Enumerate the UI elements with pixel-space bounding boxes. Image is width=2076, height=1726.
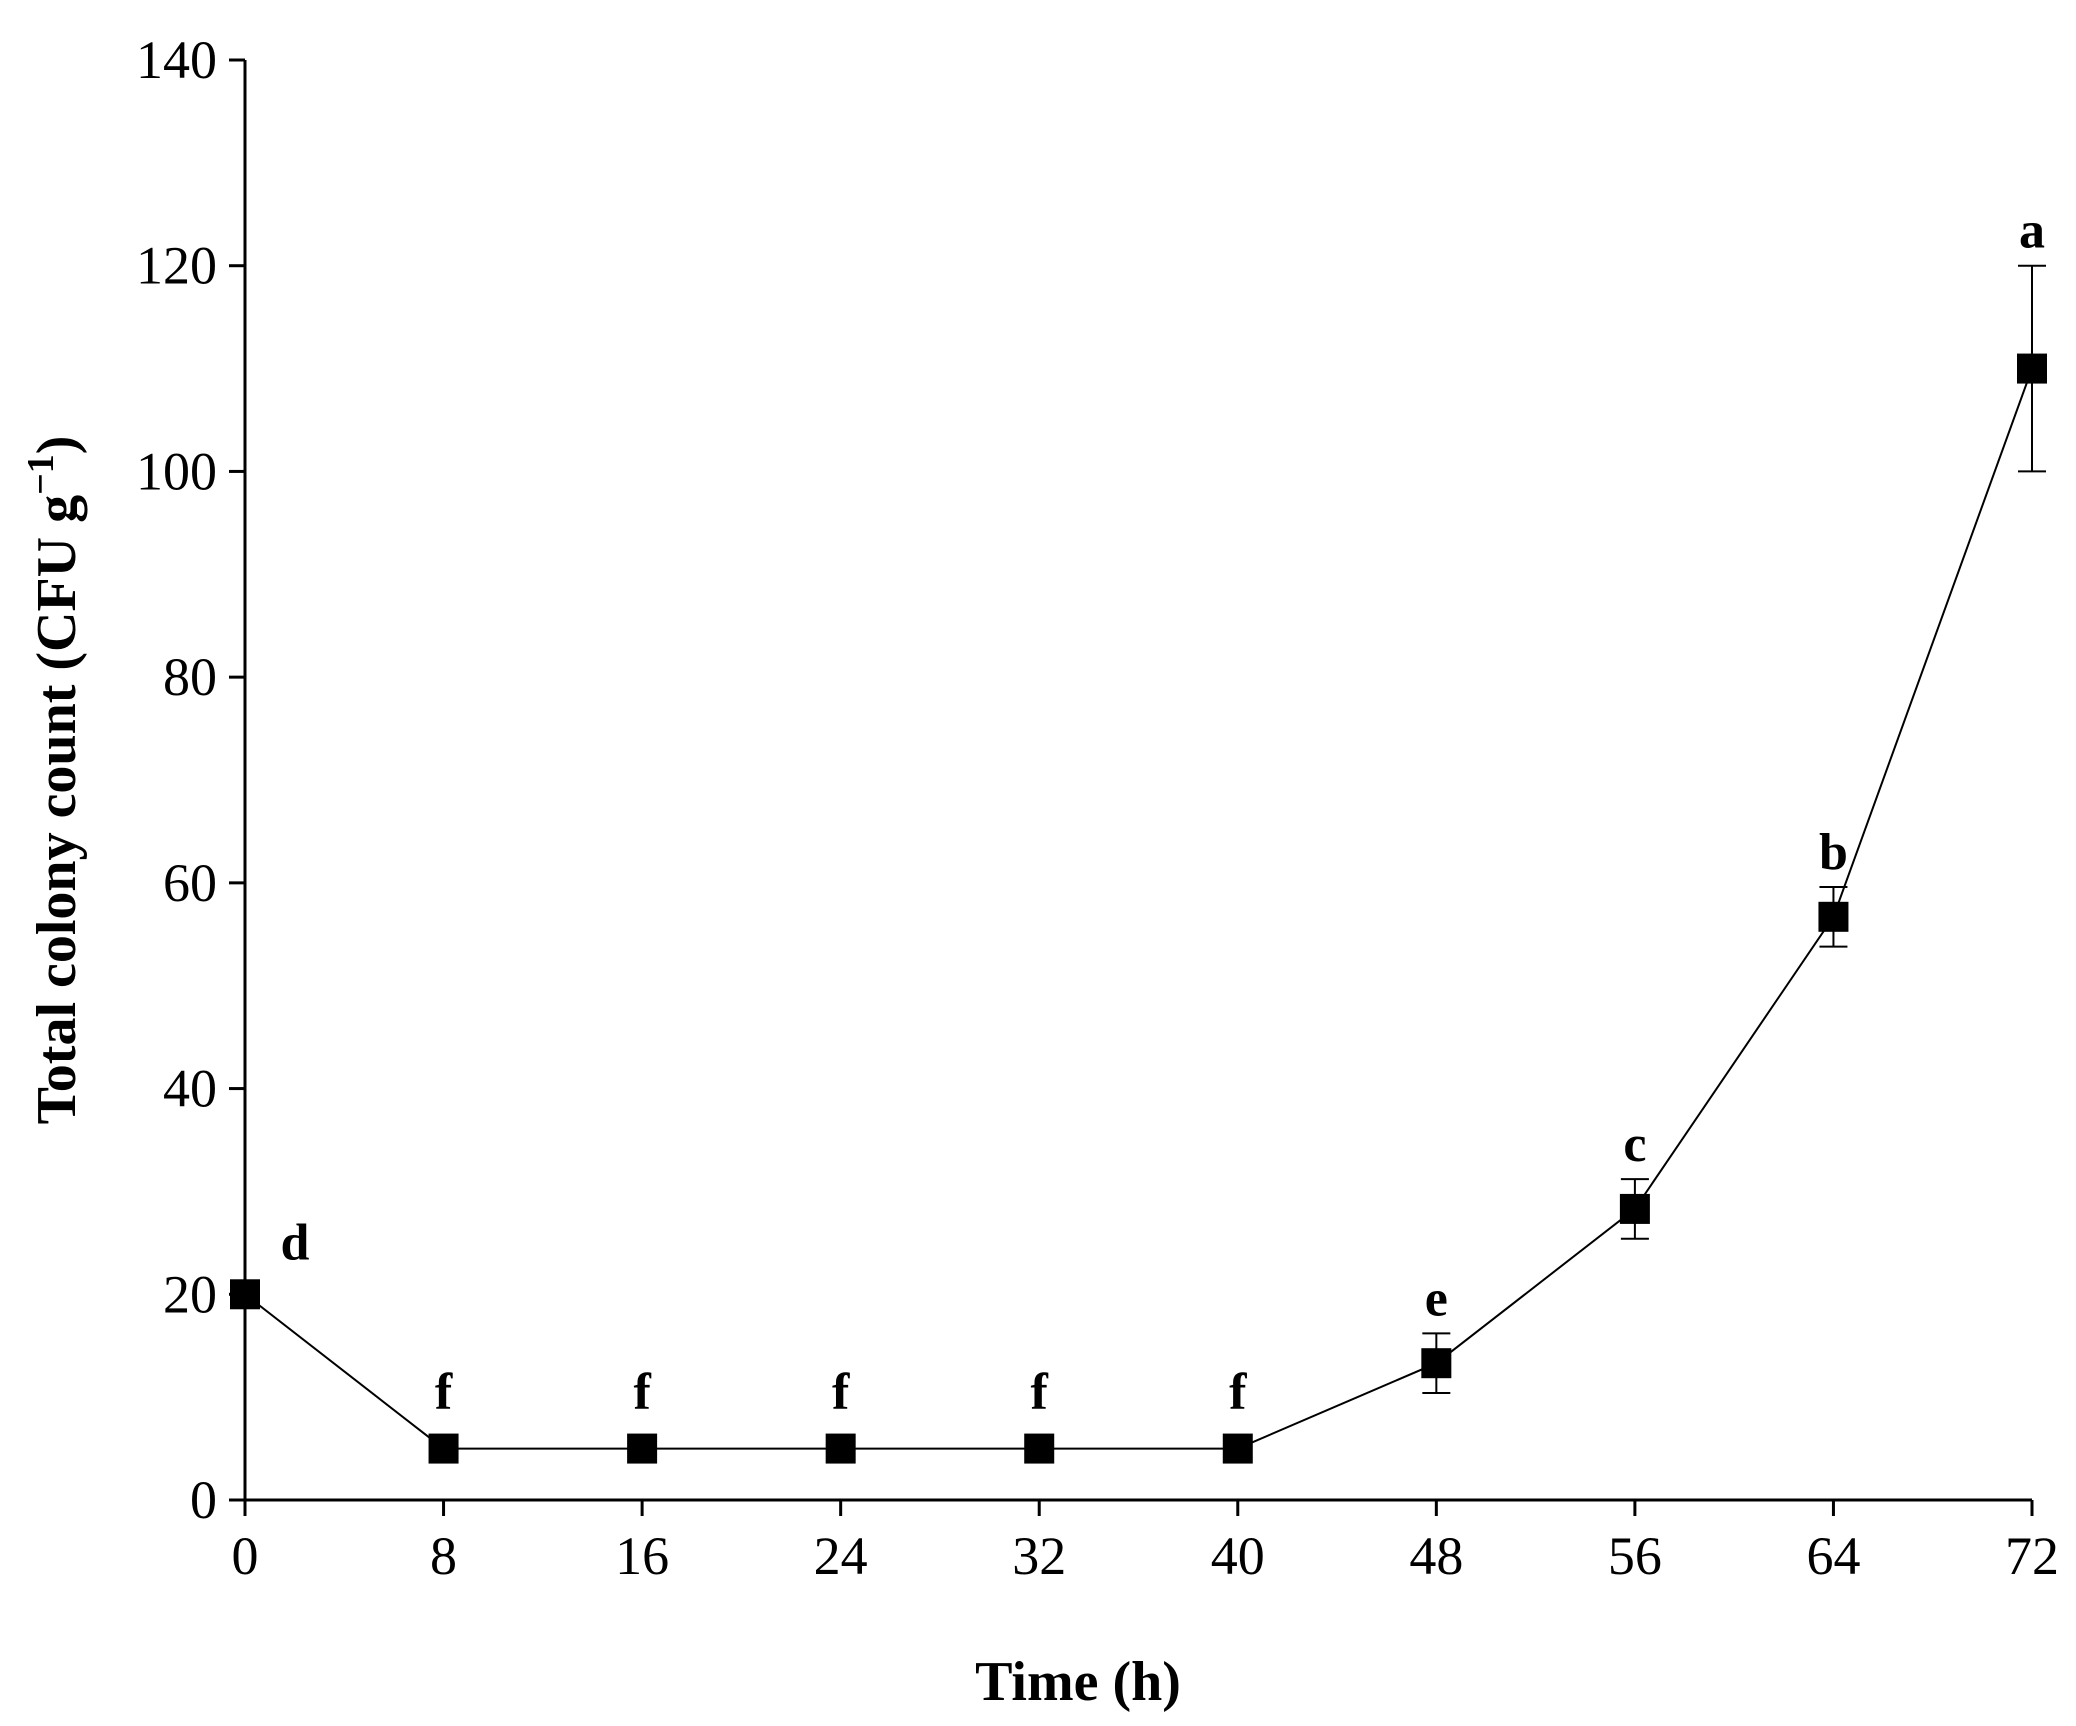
significance-letter: f <box>633 1364 651 1421</box>
x-tick-label: 40 <box>1211 1526 1265 1586</box>
significance-letter: a <box>2019 203 2045 260</box>
series-line <box>244 368 2033 1450</box>
x-tick-label: 8 <box>430 1526 457 1586</box>
significance-letter: f <box>435 1364 453 1421</box>
x-axis-title: Time (h) <box>975 1651 1181 1713</box>
x-tick-label: 48 <box>1409 1526 1463 1586</box>
significance-letter: f <box>832 1364 850 1421</box>
data-point-marker <box>428 1433 459 1464</box>
significance-letter: b <box>1819 824 1848 881</box>
data-point-marker <box>1619 1193 1650 1224</box>
significance-labels: d f f f f f e c b a <box>281 203 2045 1421</box>
data-point-marker <box>1818 901 1849 932</box>
x-tick-label: 32 <box>1012 1526 1066 1586</box>
x-tick-label: 72 <box>2005 1526 2059 1586</box>
y-axis-title-main: Total colony count (CFU g <box>26 495 88 1125</box>
y-tick-label: 120 <box>136 236 217 296</box>
x-tick-label: 24 <box>814 1526 868 1586</box>
y-axis-title: Total colony count (CFU g−1) <box>20 436 88 1125</box>
data-point-marker <box>2017 353 2047 384</box>
y-tick-label: 40 <box>163 1059 217 1119</box>
x-tick-label: 64 <box>1806 1526 1860 1586</box>
data-point-marker <box>230 1279 260 1310</box>
significance-letter: f <box>1229 1364 1247 1421</box>
significance-letter: f <box>1031 1364 1049 1421</box>
y-axis-title-superscript: −1 <box>20 454 62 495</box>
data-point-marker <box>1024 1433 1055 1464</box>
y-ticks: 0 20 40 60 80 100 120 140 <box>136 30 245 1530</box>
y-tick-label: 20 <box>163 1264 217 1324</box>
y-tick-label: 0 <box>190 1470 217 1530</box>
series-polyline <box>244 368 2033 1450</box>
markers <box>230 353 2047 1464</box>
y-tick-label: 100 <box>136 441 217 501</box>
y-tick-label: 80 <box>163 647 217 707</box>
data-point-marker <box>1222 1433 1253 1464</box>
y-tick-label: 140 <box>136 30 217 90</box>
x-ticks: 0 8 16 24 32 40 48 56 64 72 <box>232 1500 2059 1586</box>
significance-letter: d <box>281 1214 310 1271</box>
significance-letter: c <box>1623 1116 1646 1173</box>
y-tick-label: 60 <box>163 853 217 913</box>
data-point-marker <box>825 1433 856 1464</box>
axes <box>243 60 2032 1502</box>
error-bars <box>1422 264 2046 1395</box>
x-tick-label: 16 <box>615 1526 669 1586</box>
data-point-marker <box>1421 1348 1452 1379</box>
significance-letter: e <box>1425 1270 1448 1327</box>
x-tick-label: 56 <box>1608 1526 1662 1586</box>
x-tick-label: 0 <box>232 1526 259 1586</box>
y-axis-title-close: ) <box>26 436 88 455</box>
data-point-marker <box>627 1433 658 1464</box>
